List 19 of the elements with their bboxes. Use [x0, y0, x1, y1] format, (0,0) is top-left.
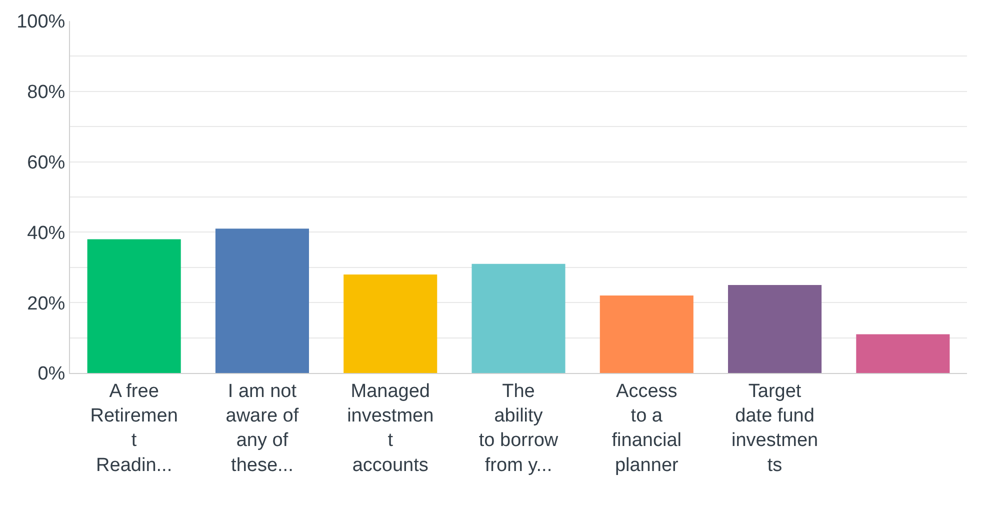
bar [856, 334, 950, 373]
y-tick-label: 20% [27, 293, 66, 314]
bar [344, 274, 438, 373]
bar [215, 228, 309, 373]
y-tick-label: 60% [27, 152, 66, 174]
bar [472, 264, 566, 373]
x-tick-label: Access to a financial planner [612, 380, 682, 476]
bar [728, 285, 822, 373]
x-tick-label: A free Retiremen t Readin... [90, 380, 178, 476]
y-tick-label: 0% [38, 364, 66, 385]
x-tick-label: Managed investmen t accounts [347, 380, 434, 476]
bar [600, 296, 694, 373]
y-tick-label: 100% [16, 12, 66, 33]
y-tick-label: 40% [27, 222, 66, 244]
y-tick-label: 80% [27, 82, 66, 104]
x-tick-label: I am not aware of any of these... [226, 380, 300, 476]
bar [87, 239, 181, 373]
x-tick-label: Target date fund investmen ts [731, 380, 818, 476]
x-tick-label: The ability to borrow from y... [478, 380, 558, 476]
